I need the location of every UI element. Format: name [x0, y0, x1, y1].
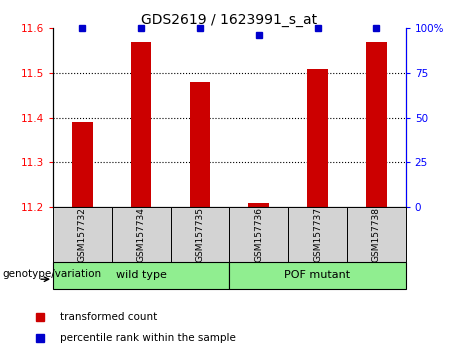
Bar: [112, 207, 171, 262]
Bar: [53, 262, 230, 289]
Text: GSM157734: GSM157734: [136, 207, 146, 262]
Text: transformed count: transformed count: [60, 312, 158, 322]
Title: GDS2619 / 1623991_s_at: GDS2619 / 1623991_s_at: [141, 13, 318, 27]
Bar: [72, 122, 93, 207]
Bar: [131, 42, 152, 207]
Text: wild type: wild type: [116, 270, 166, 280]
Text: GSM157732: GSM157732: [78, 207, 87, 262]
Bar: [171, 207, 230, 262]
Bar: [229, 207, 288, 262]
Text: GSM157735: GSM157735: [195, 207, 205, 262]
Bar: [53, 207, 112, 262]
Bar: [189, 82, 210, 207]
Bar: [366, 42, 387, 207]
Bar: [307, 69, 328, 207]
Text: percentile rank within the sample: percentile rank within the sample: [60, 332, 236, 343]
Bar: [229, 262, 406, 289]
Bar: [288, 207, 347, 262]
Text: GSM157736: GSM157736: [254, 207, 263, 262]
Text: GSM157738: GSM157738: [372, 207, 381, 262]
Text: genotype/variation: genotype/variation: [2, 269, 101, 279]
Text: GSM157737: GSM157737: [313, 207, 322, 262]
Bar: [248, 202, 269, 207]
Bar: [347, 207, 406, 262]
Text: POF mutant: POF mutant: [284, 270, 350, 280]
